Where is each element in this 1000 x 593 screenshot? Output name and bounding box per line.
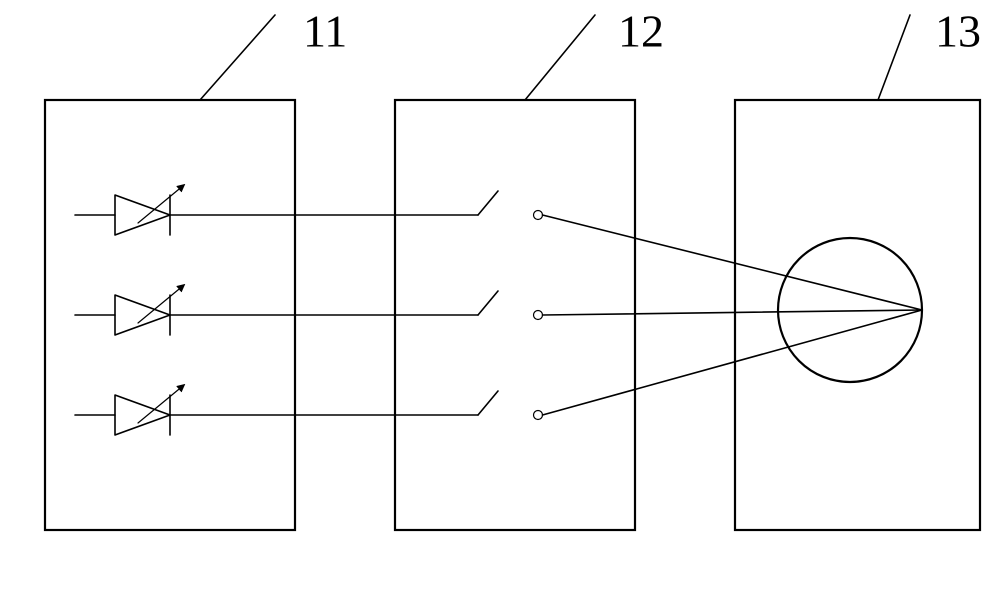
diode-2-anode-triangle bbox=[115, 395, 170, 435]
block-b13 bbox=[735, 100, 980, 530]
wire-switch2-to-output bbox=[543, 310, 923, 415]
switch-2-contact bbox=[534, 411, 543, 420]
label-b12: 12 bbox=[618, 6, 664, 57]
diagram-canvas: 11 12 13 bbox=[0, 0, 1000, 593]
switch-0-arm bbox=[478, 191, 498, 215]
diode-0-anode-triangle bbox=[115, 195, 170, 235]
wire-switch0-to-output bbox=[543, 215, 923, 310]
diode-2-emit-arrow bbox=[138, 385, 184, 423]
switch-2-arm bbox=[478, 391, 498, 415]
switch-1-contact bbox=[534, 311, 543, 320]
leader-b12 bbox=[525, 15, 595, 100]
diode-1-anode-triangle bbox=[115, 295, 170, 335]
leader-b13 bbox=[878, 15, 910, 100]
diode-0-emit-arrow bbox=[138, 185, 184, 223]
label-b13: 13 bbox=[935, 6, 981, 57]
wire-switch1-to-output bbox=[543, 310, 923, 315]
switch-0-contact bbox=[534, 211, 543, 220]
leader-b11 bbox=[200, 15, 275, 100]
diode-1-emit-arrow bbox=[138, 285, 184, 323]
switch-1-arm bbox=[478, 291, 498, 315]
label-b11: 11 bbox=[303, 6, 347, 57]
